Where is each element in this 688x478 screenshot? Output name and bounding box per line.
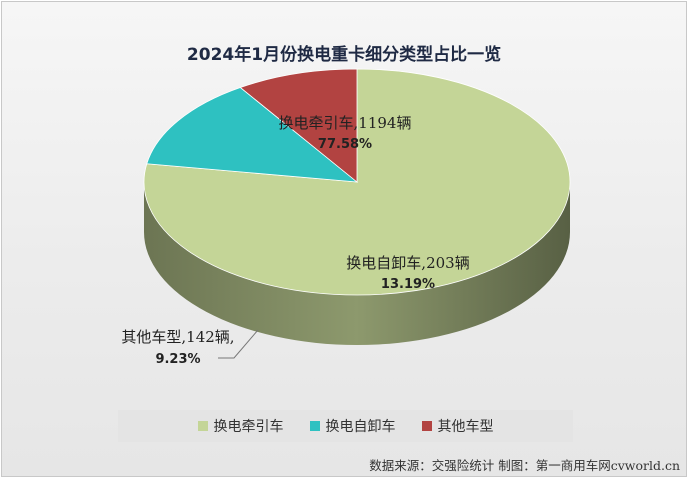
legend-label-1: 换电自卸车 [325,419,396,435]
slice-percent-1: 13.19% [381,277,435,292]
pie-chart: 换电牵引车,1194辆 77.58% 换电自卸车,203辆 13.19% 其他车型,14… [121,68,571,367]
legend-item-0: 换电牵引车 [197,416,284,436]
data-source-note: 数据来源：交强险统计 制图：第一商用车网cvworld.cn [369,458,680,473]
pie-slice-0 [143,68,571,296]
pie-side-0 [144,182,570,345]
legend-label-2: 其他车型 [437,419,494,435]
legend: 换电牵引车 换电自卸车 其他车型 [118,410,573,442]
pie-slice-1 [146,87,359,183]
legend-item-2: 其他车型 [421,416,494,436]
pie-slice-2 [239,68,358,183]
slice-percent-0: 77.58% [318,137,372,152]
legend-label-0: 换电牵引车 [213,419,284,435]
chart-title: 2024年1月份换电重卡细分类型占比一览 [186,45,502,65]
legend-swatch-2 [421,421,432,431]
legend-swatch-1 [309,421,320,431]
legend-item-1: 换电自卸车 [309,416,396,436]
slice-percent-2: 9.23% [155,352,200,367]
legend-swatch-0 [197,421,208,431]
slice-label-2: 其他车型,142辆, [121,328,234,346]
slice-label-1: 换电自卸车,203辆 [346,254,469,272]
leader-line [218,329,259,359]
slice-label-0: 换电牵引车,1194辆 [279,114,412,132]
